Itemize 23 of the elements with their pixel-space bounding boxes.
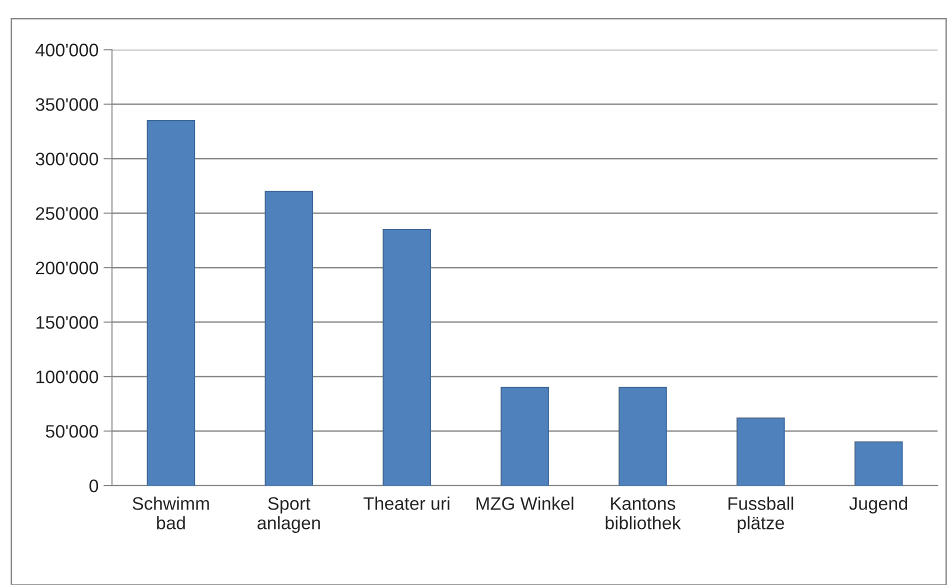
x-tick-label: Schwimm bad (132, 496, 209, 530)
x-tick-label: Sport anlagen (258, 497, 320, 533)
y-tick-label: 400'000 (36, 44, 98, 56)
x-tick-label: Kantons bibliothek (606, 497, 681, 530)
x-tick-label: MZG Winkel (476, 496, 574, 510)
x-tick-label: Theater uri (364, 496, 450, 510)
bar (618, 386, 667, 486)
y-tick-label: 350'000 (36, 98, 98, 111)
y-tick-label: 300'000 (36, 152, 98, 166)
bar (854, 441, 903, 486)
y-tick-label: 0 (89, 479, 98, 492)
y-tick-label: 150'000 (36, 316, 98, 329)
y-tick-label: 250'000 (36, 207, 98, 220)
bar (264, 190, 314, 486)
bar (736, 417, 785, 486)
x-tick-label: Jugend (849, 496, 908, 514)
bar (500, 386, 549, 486)
bar (382, 228, 431, 486)
y-tick-label: 200'000 (36, 262, 98, 274)
y-tick-label: 100'000 (36, 370, 98, 384)
bar (146, 120, 196, 486)
y-tick-label: 50'000 (46, 425, 98, 438)
x-tick-label: Fussball plätze (728, 496, 794, 533)
